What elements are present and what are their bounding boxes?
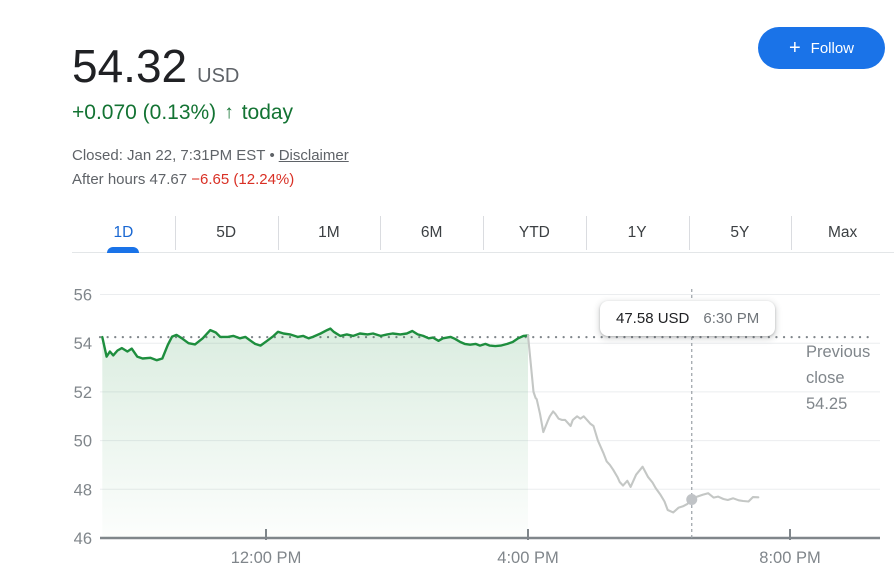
y-axis-label: 50 bbox=[74, 433, 92, 451]
after-hours-label: After hours bbox=[72, 171, 146, 188]
tab-1y-label: 1Y bbox=[627, 224, 647, 241]
separator-dot: • bbox=[269, 147, 275, 164]
after-hours-change: −6.65 (12.24%) bbox=[191, 171, 295, 188]
y-axis-label: 52 bbox=[74, 384, 92, 402]
previous-close-line-2: close bbox=[806, 369, 845, 387]
tab-6m-label: 6M bbox=[420, 224, 443, 241]
tab-ytd[interactable]: YTD bbox=[483, 214, 586, 252]
previous-close-value: 54.25 bbox=[806, 395, 848, 413]
current-price: 54.32 bbox=[72, 40, 188, 92]
after-hours-price: 47.67 bbox=[149, 171, 188, 188]
plus-icon: + bbox=[788, 37, 801, 59]
tab-1m-label: 1M bbox=[318, 224, 340, 241]
regular-session-area bbox=[102, 328, 529, 538]
tab-5y-label: 5Y bbox=[730, 224, 750, 241]
y-axis-label: 46 bbox=[74, 530, 92, 548]
change-value: +0.070 (0.13%) bbox=[72, 101, 217, 124]
price-chart[interactable]: 46 48 50 52 54 56 12:00 PM 4:00 PM 8:00 PM 47.58… bbox=[0, 269, 894, 579]
y-axis-label: 48 bbox=[74, 481, 92, 499]
tab-1d-label: 1D bbox=[113, 224, 134, 241]
tab-1d[interactable]: 1D bbox=[72, 214, 175, 253]
price-row: 54.32 USD bbox=[72, 40, 239, 92]
tab-max[interactable]: Max bbox=[791, 214, 894, 252]
previous-close-label: Previous close 54.25 bbox=[806, 339, 870, 417]
tab-6m[interactable]: 6M bbox=[380, 214, 483, 252]
x-axis-label: 12:00 PM bbox=[231, 549, 302, 567]
market-status-row: Closed: Jan 22, 7:31PM EST • Disclaimer bbox=[72, 147, 349, 164]
regular-session-line bbox=[101, 327, 530, 362]
tooltip-price: 47.58 USD bbox=[616, 310, 690, 327]
chart-canvas[interactable]: 46 48 50 52 54 56 12:00 PM 4:00 PM 8:00 PM bbox=[0, 269, 894, 579]
chart-tooltip: 47.58 USD 6:30 PM bbox=[600, 301, 776, 336]
range-tabs: 1D 5D 1M 6M YTD 1Y 5Y Max bbox=[72, 214, 894, 253]
after-hours-row: After hours 47.67 −6.65 (12.24%) bbox=[72, 171, 294, 188]
disclaimer-link[interactable]: Disclaimer bbox=[278, 147, 349, 164]
y-axis-label: 54 bbox=[74, 335, 92, 353]
tab-max-label: Max bbox=[827, 224, 858, 241]
active-tab-indicator bbox=[107, 247, 140, 253]
tab-ytd-label: YTD bbox=[518, 224, 550, 241]
after-hours-line bbox=[526, 334, 760, 514]
price-change-row: +0.070 (0.13%) ↑ today bbox=[72, 101, 293, 125]
up-arrow-icon: ↑ bbox=[224, 102, 234, 123]
tooltip-time: 6:30 PM bbox=[703, 310, 760, 327]
tab-1y[interactable]: 1Y bbox=[585, 214, 689, 252]
tab-1m[interactable]: 1M bbox=[277, 214, 381, 252]
change-period: today bbox=[241, 101, 294, 124]
y-axis-label: 56 bbox=[74, 287, 92, 305]
previous-close-line-1: Previous bbox=[806, 343, 871, 361]
tab-5y[interactable]: 5Y bbox=[688, 214, 792, 252]
currency-label: USD bbox=[197, 65, 240, 87]
tab-5d[interactable]: 5D bbox=[174, 214, 278, 252]
x-axis-label: 4:00 PM bbox=[497, 549, 558, 567]
market-closed-text: Closed: Jan 22, 7:31PM EST bbox=[72, 147, 266, 164]
follow-button-label: Follow bbox=[810, 39, 855, 57]
tab-5d-label: 5D bbox=[216, 224, 237, 241]
highlight-marker bbox=[686, 494, 698, 506]
follow-button[interactable]: + Follow bbox=[758, 27, 885, 69]
x-axis-label: 8:00 PM bbox=[759, 549, 820, 567]
